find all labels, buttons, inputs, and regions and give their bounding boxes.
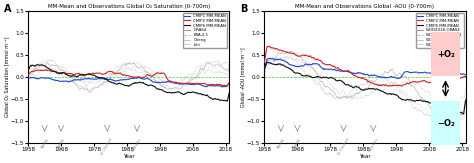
X-axis label: Year: Year	[123, 154, 135, 159]
X-axis label: Year: Year	[359, 154, 371, 159]
Title: MM-Mean and Observations Global -AOU (0-700m): MM-Mean and Observations Global -AOU (0-…	[295, 4, 435, 9]
Text: +O₂: +O₂	[437, 50, 455, 59]
Text: Agung: Agung	[293, 137, 302, 148]
Text: B: B	[240, 4, 247, 14]
Text: El Chichon: El Chichon	[101, 137, 114, 155]
Text: −O₂: −O₂	[437, 119, 455, 128]
Legend: CMIP1 MM-MEAN, CMIP2 MM-MEAN, CMIP6 MM-MEAN, ORAS4, ERA-2.1, Cheng, Ishi: CMIP1 MM-MEAN, CMIP2 MM-MEAN, CMIP6 MM-M…	[183, 13, 228, 48]
Text: El Chichon: El Chichon	[337, 137, 350, 155]
Text: Agung: Agung	[40, 137, 49, 148]
Y-axis label: Global O₂ Saturation [mmol m⁻²]: Global O₂ Saturation [mmol m⁻²]	[4, 37, 9, 117]
Text: Agung: Agung	[276, 137, 285, 148]
Text: A: A	[4, 4, 11, 14]
Legend: CMIP1 MM-MEAN, CMIP2 MM-MEAN, CMIP6 MM-MEAN, WOD2018-ORAS4, WOD2018-ERA-2.1, WOD: CMIP1 MM-MEAN, CMIP2 MM-MEAN, CMIP6 MM-M…	[416, 13, 464, 48]
Text: Pinatubo: Pinatubo	[131, 137, 143, 152]
Text: Agung: Agung	[56, 137, 66, 148]
Y-axis label: Global -AOU [mmol m⁻²]: Global -AOU [mmol m⁻²]	[240, 47, 246, 107]
Text: Pinatubo: Pinatubo	[368, 137, 379, 152]
Title: MM-Mean and Observations Global O₂ Saturation (0-700m): MM-Mean and Observations Global O₂ Satur…	[47, 4, 210, 9]
